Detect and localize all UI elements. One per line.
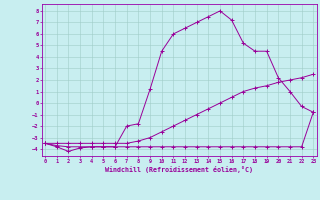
X-axis label: Windchill (Refroidissement éolien,°C): Windchill (Refroidissement éolien,°C)	[105, 166, 253, 173]
